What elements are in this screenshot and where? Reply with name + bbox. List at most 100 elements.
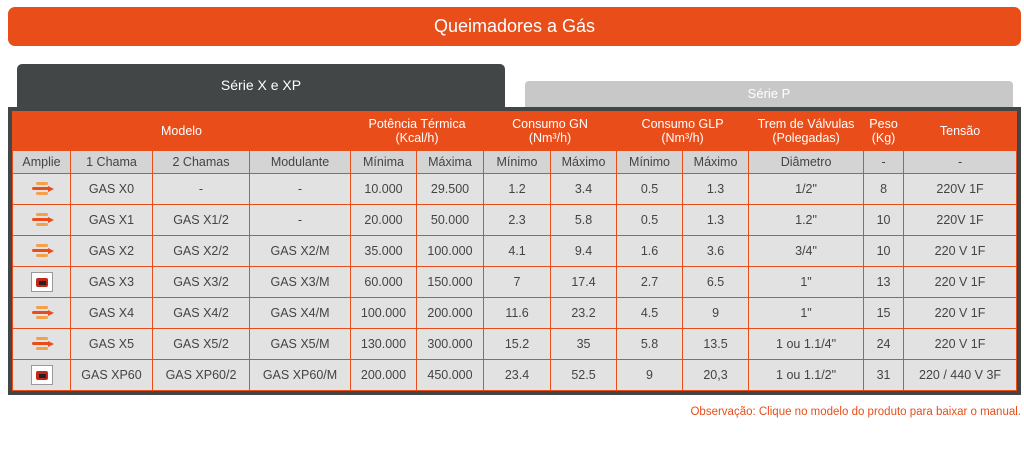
- subheader-cell: 2 Chamas: [152, 150, 250, 174]
- value-cell: 1.6: [616, 235, 684, 267]
- value-cell: 50.000: [415, 204, 485, 236]
- model-cell[interactable]: GAS X4/M: [249, 297, 351, 329]
- value-cell: 52.5: [550, 359, 618, 391]
- value-cell: 200.000: [350, 359, 417, 391]
- model-cell[interactable]: GAS X5: [70, 328, 153, 360]
- model-cell[interactable]: -: [249, 204, 351, 236]
- model-cell[interactable]: GAS XP60/2: [152, 359, 250, 391]
- value-cell: 100.000: [350, 297, 417, 329]
- subheader-cell: Mínimo: [616, 150, 684, 174]
- value-cell: 31: [863, 359, 905, 391]
- model-cell[interactable]: GAS X0: [70, 173, 153, 205]
- subheader-cell: Modulante: [249, 150, 351, 174]
- value-cell: 24: [863, 328, 905, 360]
- table-row: GAS X1 GAS X1/2-20.000 50.000 2.3 5.8 0.5 1.3 1…: [12, 204, 1018, 236]
- model-cell[interactable]: GAS XP60: [70, 359, 153, 391]
- value-cell: 11.6: [483, 297, 552, 329]
- value-cell: 6.5: [682, 266, 750, 298]
- value-cell: 9: [616, 359, 684, 391]
- amplie-cell[interactable]: [12, 359, 71, 391]
- table-subheader-row: Amplie 1 Chama 2 Chamas Modulante Mínima…: [12, 150, 1018, 174]
- value-cell: 35: [550, 328, 618, 360]
- burner-icon[interactable]: [30, 272, 53, 292]
- header-consumo-gn: Consumo GN (Nm³/h): [483, 111, 618, 151]
- value-cell: 15: [863, 297, 905, 329]
- model-cell[interactable]: -: [249, 173, 351, 205]
- subheader-cell: Máxima: [415, 150, 485, 174]
- value-cell: 200.000: [415, 297, 485, 329]
- spec-table: Modelo Potência Térmica (Kcal/h) Consumo …: [12, 111, 1018, 391]
- model-cell[interactable]: GAS XP60/M: [249, 359, 351, 391]
- value-cell: 17.4: [550, 266, 618, 298]
- value-cell: 1": [748, 297, 865, 329]
- table-row: GAS X2 GAS X2/2 GAS X2/M 35.000 100.000 4.1 9.…: [12, 235, 1018, 267]
- table-row: GAS X3 GAS X3/2 GAS X3/M 60.000 150.000 7 17.4…: [12, 266, 1018, 298]
- value-cell: 23.2: [550, 297, 618, 329]
- flame-icon[interactable]: [31, 182, 54, 196]
- header-consumo-glp: Consumo GLP (Nm³/h): [616, 111, 750, 151]
- amplie-cell[interactable]: [12, 173, 71, 205]
- flame-icon[interactable]: [31, 337, 54, 351]
- footer-note: Observação: Clique no modelo do produto …: [690, 406, 1021, 418]
- table-row: GAS X5 GAS X5/2 GAS X5/M 130.000 300.000 15.2…: [12, 328, 1018, 360]
- flame-icon[interactable]: [31, 306, 54, 320]
- header-modelo: Modelo: [12, 111, 351, 151]
- header-peso: Peso (Kg): [863, 111, 905, 151]
- amplie-cell[interactable]: [12, 204, 71, 236]
- table-header-row: Modelo Potência Térmica (Kcal/h) Consumo …: [12, 111, 1018, 151]
- tab-serie-x-xp[interactable]: Série X e XP: [17, 64, 505, 110]
- amplie-cell[interactable]: [12, 266, 71, 298]
- value-cell: 15.2: [483, 328, 552, 360]
- value-cell: 1.3: [682, 204, 750, 236]
- value-cell: 13.5: [682, 328, 750, 360]
- value-cell: 220 V 1F: [903, 266, 1018, 298]
- model-cell[interactable]: GAS X1/2: [152, 204, 250, 236]
- spec-table-container: Modelo Potência Térmica (Kcal/h) Consumo …: [8, 107, 1021, 395]
- model-cell[interactable]: GAS X5/M: [249, 328, 351, 360]
- amplie-cell[interactable]: [12, 328, 71, 360]
- model-cell[interactable]: GAS X2/2: [152, 235, 250, 267]
- value-cell: 220 V 1F: [903, 235, 1018, 267]
- value-cell: 4.5: [616, 297, 684, 329]
- value-cell: 9.4: [550, 235, 618, 267]
- value-cell: 1 ou 1.1/2": [748, 359, 865, 391]
- tab-serie-p[interactable]: Série P: [525, 81, 1013, 107]
- table-row: GAS X0- -10.000 29.500 1.2 3.4 0.5 1.3 1/2" 8 220…: [12, 173, 1018, 205]
- burner-icon[interactable]: [30, 365, 53, 385]
- value-cell: 4.1: [483, 235, 552, 267]
- value-cell: 100.000: [415, 235, 485, 267]
- value-cell: 220V 1F: [903, 173, 1018, 205]
- flame-icon[interactable]: [31, 244, 54, 258]
- value-cell: 0.5: [616, 204, 684, 236]
- value-cell: 220 V 1F: [903, 297, 1018, 329]
- amplie-cell[interactable]: [12, 297, 71, 329]
- value-cell: 35.000: [350, 235, 417, 267]
- value-cell: 1.3: [682, 173, 750, 205]
- model-cell[interactable]: -: [152, 173, 250, 205]
- page-title: Queimadores a Gás: [8, 7, 1021, 46]
- model-cell[interactable]: GAS X5/2: [152, 328, 250, 360]
- model-cell[interactable]: GAS X3/M: [249, 266, 351, 298]
- subheader-cell: 1 Chama: [70, 150, 153, 174]
- model-cell[interactable]: GAS X3: [70, 266, 153, 298]
- value-cell: 5.8: [550, 204, 618, 236]
- model-cell[interactable]: GAS X1: [70, 204, 153, 236]
- value-cell: 29.500: [415, 173, 485, 205]
- value-cell: 20,3: [682, 359, 750, 391]
- value-cell: 220 V 1F: [903, 328, 1018, 360]
- subheader-cell: Máximo: [682, 150, 750, 174]
- model-cell[interactable]: GAS X2/M: [249, 235, 351, 267]
- header-trem-valvulas: Trem de Válvulas (Polegadas): [748, 111, 865, 151]
- value-cell: 3/4": [748, 235, 865, 267]
- model-cell[interactable]: GAS X4/2: [152, 297, 250, 329]
- model-cell[interactable]: GAS X2: [70, 235, 153, 267]
- model-cell[interactable]: GAS X4: [70, 297, 153, 329]
- amplie-cell[interactable]: [12, 235, 71, 267]
- value-cell: 1/2": [748, 173, 865, 205]
- value-cell: 2.7: [616, 266, 684, 298]
- value-cell: 3.6: [682, 235, 750, 267]
- model-cell[interactable]: GAS X3/2: [152, 266, 250, 298]
- subheader-cell: Diâmetro: [748, 150, 865, 174]
- value-cell: 60.000: [350, 266, 417, 298]
- flame-icon[interactable]: [31, 213, 54, 227]
